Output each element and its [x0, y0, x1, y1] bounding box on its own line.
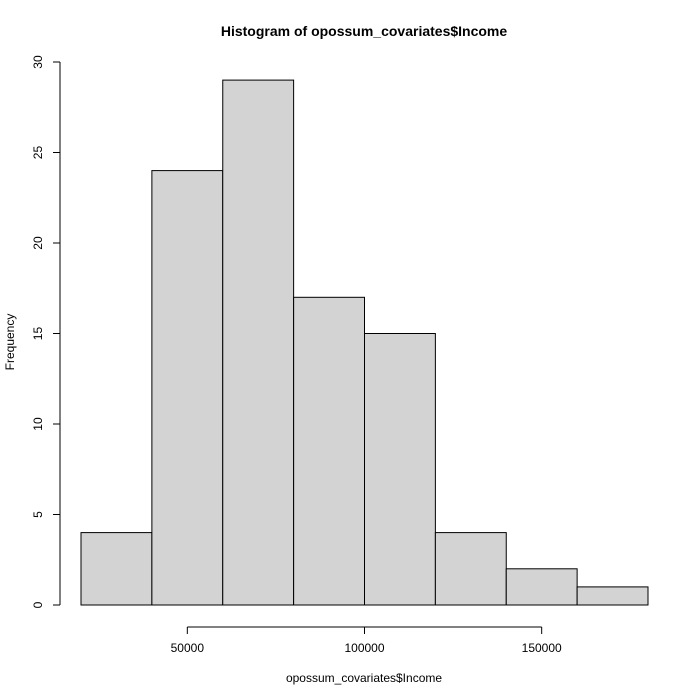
y-tick-label: 5	[31, 511, 45, 518]
histogram-bar-4	[293, 296, 365, 606]
y-axis: 0 5 10 15 20 25 30	[31, 55, 61, 608]
y-tick-label: 20	[31, 236, 45, 250]
y-axis-label: Frequency	[3, 314, 17, 371]
histogram-bar-1	[80, 532, 153, 606]
histogram-bar-5	[364, 333, 436, 606]
y-tick-label: 15	[31, 327, 45, 341]
histogram-bar-2	[151, 170, 224, 606]
x-axis: 50000 100000 150000	[171, 626, 562, 655]
histogram-bar-6	[434, 532, 507, 606]
y-tick-label: 0	[31, 601, 45, 608]
x-tick-label: 50000	[171, 641, 205, 655]
histogram-bar-7	[505, 568, 578, 606]
x-axis-label: opossum_covariates$Income	[286, 671, 442, 685]
x-tick-label: 100000	[344, 641, 384, 655]
bars-group	[80, 79, 649, 606]
chart-title: Histogram of opossum_covariates$Income	[221, 23, 508, 39]
histogram-bar-3	[222, 79, 295, 606]
x-tick-label: 150000	[522, 641, 562, 655]
y-tick-label: 10	[31, 417, 45, 431]
histogram-bar-8	[576, 586, 649, 606]
y-tick-label: 25	[31, 146, 45, 160]
y-tick-label: 30	[31, 55, 45, 69]
